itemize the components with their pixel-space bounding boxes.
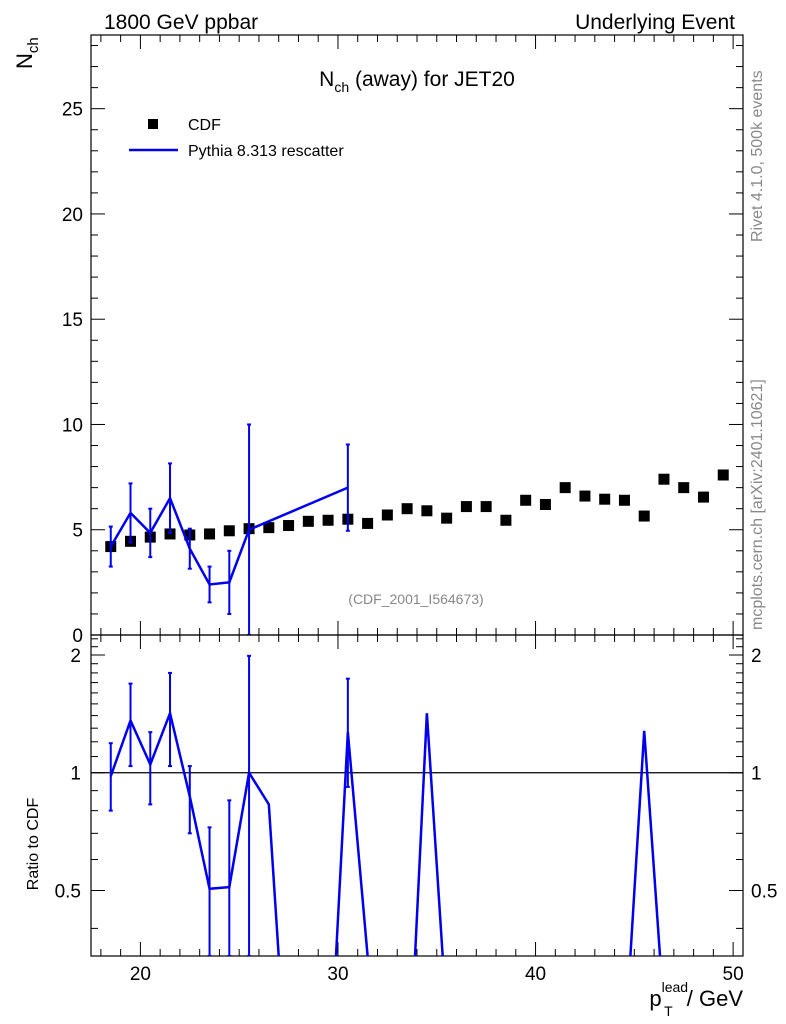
svg-text:Nch: Nch <box>12 37 42 69</box>
cdf-data-point <box>579 490 591 502</box>
cdf-data-point <box>421 505 433 517</box>
cdf-data-point <box>223 525 235 537</box>
cdf-data-point <box>520 494 532 506</box>
cdf-data-point <box>717 469 729 481</box>
cdf-data-point <box>204 528 216 540</box>
cdf-data-point <box>697 491 709 503</box>
cdf-data-point <box>164 528 176 540</box>
header-left: 1800 GeV ppbar <box>104 11 258 34</box>
cdf-data-point <box>480 501 492 513</box>
cdf-data-point <box>322 514 334 526</box>
ratio-line <box>334 732 369 956</box>
legend-cdf-marker <box>148 119 158 129</box>
ratio-line <box>629 730 662 956</box>
cdf-data-point <box>500 514 512 526</box>
cdf-data-point <box>263 522 275 534</box>
main-ytick-label: 15 <box>62 310 83 331</box>
cdf-data-point <box>460 501 472 513</box>
x-axis-label-rest: / GeV <box>681 986 744 1011</box>
cdf-data-point <box>302 515 314 527</box>
ratio-series-group <box>108 654 662 956</box>
main-title-rest: (away) for JET20 <box>349 68 515 91</box>
main-ylabel-sub: ch <box>25 37 42 53</box>
cdf-data-point <box>599 493 611 505</box>
main-ylabel-main: N <box>12 53 37 69</box>
main-ytick-label: 20 <box>62 205 83 226</box>
cdf-data-point <box>401 503 413 515</box>
x-tick-label: 40 <box>525 964 546 985</box>
cdf-data-point <box>283 520 295 532</box>
x-axis-label: plead T / GeV <box>649 979 743 1019</box>
legend: CDF Pythia 8.313 rescatter <box>129 117 344 160</box>
ratio-ytick-label-left: 2 <box>70 646 81 667</box>
x-axis-label-sub: T <box>664 1003 673 1019</box>
main-title-sub: ch <box>334 79 349 95</box>
ratio-ytick-label-right: 0.5 <box>751 881 777 902</box>
cdf-data-point <box>539 498 551 510</box>
x-axis-label-sup: lead <box>662 979 688 995</box>
main-ylabel: Nch <box>12 37 42 69</box>
main-panel: 0 5 10 15 20 25 <box>62 34 744 647</box>
main-title-main: N <box>319 68 334 91</box>
cdf-data-point <box>678 482 690 494</box>
header-right: Underlying Event <box>575 11 735 34</box>
main-ytick-label: 0 <box>72 626 83 647</box>
mcplots-credit-text: mcplots.cern.ch [arXiv:2401.10621] <box>749 379 766 630</box>
legend-mc-label: Pythia 8.313 rescatter <box>188 143 344 160</box>
cdf-data-point <box>559 482 571 494</box>
main-title: Nch (away) for JET20 <box>319 68 515 95</box>
cdf-data-point <box>441 512 453 524</box>
ratio-ytick-label-right: 2 <box>751 646 762 667</box>
cdf-data-point <box>658 473 670 485</box>
legend-cdf-label: CDF <box>188 117 221 134</box>
main-ytick-label: 10 <box>62 415 83 436</box>
x-tick-label: 30 <box>327 964 348 985</box>
main-ytick-label: 25 <box>62 100 83 121</box>
cdf-data-point <box>362 517 374 529</box>
cdf-data-point <box>618 494 630 506</box>
ratio-line <box>413 713 444 956</box>
analysis-watermark: (CDF_2001_I564673) <box>348 591 483 607</box>
ratio-ytick-label-left: 1 <box>70 764 81 785</box>
cdf-data-point <box>381 509 393 521</box>
x-tick-label: 20 <box>130 964 151 985</box>
mc-series <box>108 423 350 635</box>
cdf-data-point <box>638 510 650 522</box>
x-tick-label: 50 <box>723 964 744 985</box>
ratio-ytick-label-right: 1 <box>751 764 762 785</box>
ratio-panel: 20 30 40 50 0.5 0.5 1 1 2 2 <box>55 634 777 985</box>
x-axis-label-main: p <box>649 986 661 1011</box>
ratio-ylabel: Ratio to CDF <box>25 798 42 891</box>
rivet-version-text: Rivet 4.1.0, 500k events <box>749 70 766 242</box>
ratio-ytick-label-left: 0.5 <box>55 881 81 902</box>
ratio-line <box>109 708 280 956</box>
main-ytick-label: 5 <box>72 521 83 542</box>
